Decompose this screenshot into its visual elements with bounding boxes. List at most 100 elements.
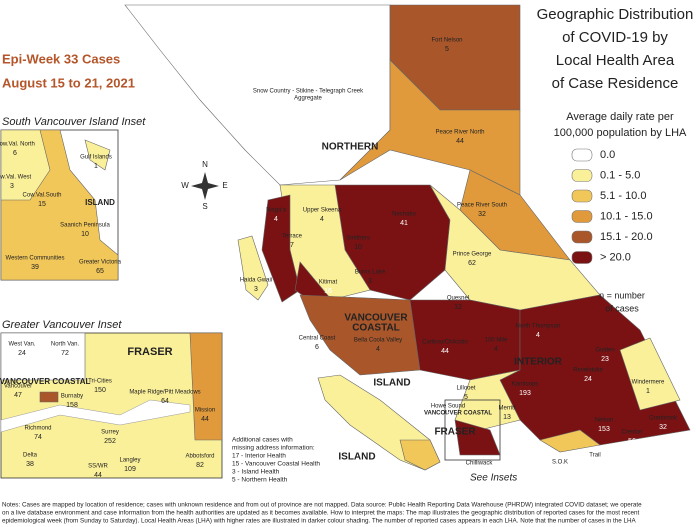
health-authority-label: NORTHERN xyxy=(322,142,379,153)
lha-cases: 41 xyxy=(400,220,408,227)
lha-cases: 3 xyxy=(254,286,258,293)
lha-cases: 10 xyxy=(354,244,362,251)
compass-letter: W xyxy=(181,181,189,190)
lha-cases: 38 xyxy=(26,461,34,468)
lha-cases: 3 xyxy=(10,183,14,190)
lha-cases: 193 xyxy=(519,390,531,397)
health-authority-label: FRASER xyxy=(434,427,476,438)
lha-cases: 24 xyxy=(584,376,592,383)
lha-cases: 1 xyxy=(94,163,98,170)
lha-name: Mission xyxy=(195,408,215,414)
map-title: of COVID-19 by xyxy=(562,29,668,46)
inset-area xyxy=(189,332,223,441)
legend-label: 5.1 - 10.0 xyxy=(600,190,646,202)
see-insets: See Insets xyxy=(470,473,517,484)
legend-label: 0.1 - 5.0 xyxy=(600,169,640,181)
lha-cases: 74 xyxy=(34,434,42,441)
legend-swatch xyxy=(571,251,593,264)
inset-land xyxy=(0,129,51,201)
lha-cases: 65 xyxy=(96,268,104,275)
legend-note: of cases xyxy=(605,303,639,313)
lha-cases: 56 xyxy=(628,438,636,445)
region-label: Snow Country - Stikine - Telegraph Creek xyxy=(253,89,364,95)
place-label: Chilliwack xyxy=(466,461,494,467)
health-authority-label: ISLAND xyxy=(373,378,410,389)
notes: Notes: Cases are mapped by location of r… xyxy=(2,502,642,525)
inset-water xyxy=(0,399,191,433)
lha-cases: 82 xyxy=(196,462,204,469)
lha-name: Terrace xyxy=(282,234,303,240)
compass-letter: N xyxy=(202,160,208,169)
lha-cases: 23 xyxy=(601,356,609,363)
lha-cases: 3 xyxy=(368,278,372,285)
region-label: Aggregate xyxy=(294,96,322,102)
legend-swatch xyxy=(571,230,593,244)
lha-name: North Thompson xyxy=(516,324,561,330)
compass-letter: E xyxy=(222,181,227,190)
lha-name: Kamloops xyxy=(512,382,539,388)
legend-note: n = number xyxy=(599,290,645,300)
lha-cases: 4 xyxy=(376,346,380,353)
lha-name: Peace River South xyxy=(457,203,507,209)
lha-name: Cranbrook xyxy=(649,416,678,422)
lha-cases: 3 xyxy=(446,412,450,419)
legend-label: 15.1 - 20.0 xyxy=(600,231,653,243)
lha-cases: 5 xyxy=(445,46,449,53)
lha-cases: 153 xyxy=(598,426,610,433)
note-line: epidemiological week (from Sunday to Sat… xyxy=(2,518,637,525)
inset-region: VANCOUVER COASTAL xyxy=(0,377,91,386)
lha-cases: 6 xyxy=(13,150,17,157)
lha-name: Bella Coola Valley xyxy=(354,338,402,344)
lha-area xyxy=(539,429,601,453)
lha-name: Howe Sound xyxy=(431,404,465,410)
inset-title: Greater Vancouver Inset xyxy=(2,319,122,331)
map-title: Geographic Distribution xyxy=(537,6,694,23)
lha-name: Delta xyxy=(23,453,38,459)
lha-name: Nelson xyxy=(595,418,614,424)
lha-cases: 4 xyxy=(274,216,278,223)
legend-title: 100,000 population by LHA xyxy=(554,127,687,139)
lha-cases: 1 xyxy=(646,388,650,395)
lha-name: Burnaby xyxy=(61,394,83,400)
health-authority-label: ISLAND xyxy=(338,452,375,463)
inset-land xyxy=(84,139,111,171)
lha-cases: 47 xyxy=(14,392,22,399)
additional-cases: 15 - Vancouver Coastal Health xyxy=(232,461,320,468)
lha-name: Lillooet xyxy=(456,386,475,392)
note-line: Notes: Cases are mapped by location of r… xyxy=(2,502,642,509)
lha-cases: 4 xyxy=(320,216,324,223)
lha-name: Peace River North xyxy=(435,130,484,136)
inset-region: ISLAND xyxy=(85,198,115,207)
lha-name: Prince George xyxy=(453,252,492,258)
lha-cases: 7 xyxy=(290,242,294,249)
lha-name: Golden xyxy=(595,348,614,354)
lha-name: Cariboo/Chilcotin xyxy=(422,340,468,346)
vancouver-island xyxy=(399,439,441,471)
lha-cases: 4 xyxy=(494,346,498,353)
health-authority-label: COASTAL xyxy=(352,323,400,334)
place-label: S.O.K xyxy=(552,460,568,466)
inset-area xyxy=(39,391,59,403)
note-line: on a live database environment and case … xyxy=(2,510,640,517)
compass-star xyxy=(191,172,219,200)
legend-swatch xyxy=(571,189,593,203)
inset-area xyxy=(0,332,86,381)
lha-cases: 109 xyxy=(124,466,136,473)
additional-cases: missing address information: xyxy=(232,445,315,452)
inset-title: South Vancouver Island Inset xyxy=(2,116,146,128)
lha-cases: 44 xyxy=(456,138,464,145)
lha-cases: 15 xyxy=(38,201,46,208)
health-authority-label: VANCOUVER COASTAL xyxy=(424,411,492,417)
lha-name: SS/WR xyxy=(88,464,108,470)
lha-cases: 44 xyxy=(441,348,449,355)
haida-gwaii xyxy=(237,235,269,301)
lha-name: Cow.Val.South xyxy=(23,193,62,199)
legend-swatch xyxy=(571,210,593,223)
additional-cases: 17 - Interior Health xyxy=(232,453,286,460)
lha-name: Cow.Val. West xyxy=(0,175,32,181)
additional-cases: 5 - Northern Health xyxy=(232,477,288,484)
lha-cases: 32 xyxy=(478,211,486,218)
lha-cases: 39 xyxy=(31,264,39,271)
lha-cases: 4 xyxy=(536,332,540,339)
